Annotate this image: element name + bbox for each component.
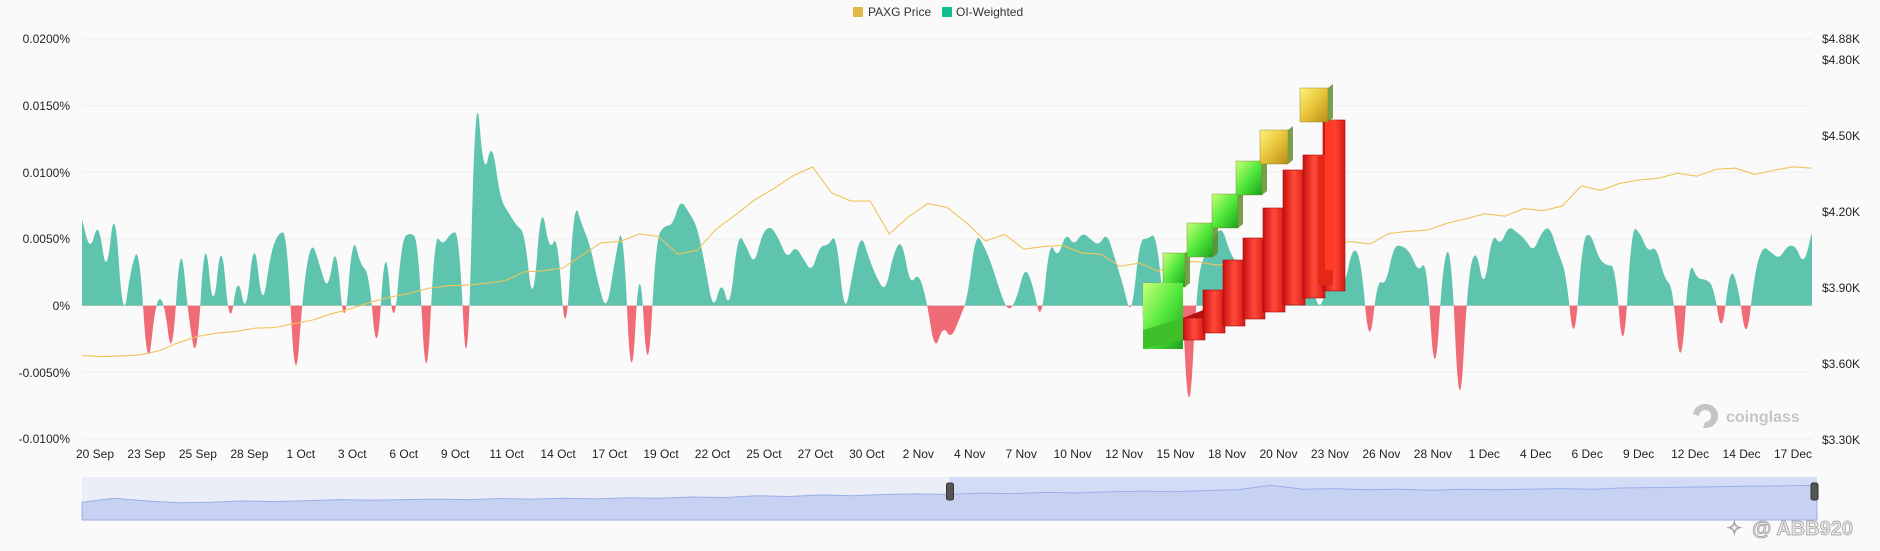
watermark-brand: coinglass (1726, 409, 1800, 426)
x-tick-label: 20 Nov (1259, 447, 1297, 461)
left-tick-label: 0.0150% (23, 99, 71, 113)
legend[interactable]: PAXG Price OI-Weighted (853, 5, 1023, 19)
stair-bar-side (1288, 126, 1293, 164)
x-tick-label: 22 Oct (695, 447, 731, 461)
navigator-left-handle[interactable] (946, 482, 954, 501)
stair-bar-side (1328, 84, 1333, 122)
x-tick-label: 6 Oct (389, 447, 418, 461)
stair-bar-top (1162, 252, 1186, 288)
right-tick-label: $4.80K (1822, 53, 1860, 67)
right-axis: $4.88K $4.80K $4.50K $4.20K $3.90K $3.60… (1822, 32, 1860, 447)
funding-area-positive (82, 112, 1812, 306)
legend-label-paxg-price[interactable]: PAXG Price (868, 5, 931, 19)
watermark-diamond-icon: ✧ (1726, 518, 1743, 540)
left-tick-label: -0.0050% (19, 366, 71, 380)
x-tick-label: 14 Oct (540, 447, 576, 461)
stair-bar-side (1262, 157, 1267, 195)
stair-bar-top (1186, 222, 1214, 258)
right-tick-label: $3.90K (1822, 281, 1860, 295)
paxg-price-line (81, 166, 1813, 358)
right-tick-label: $3.30K (1822, 433, 1860, 447)
series-layer (81, 112, 1813, 398)
coinglass-logo-icon (1693, 403, 1718, 428)
stair-red-column (1282, 169, 1306, 306)
x-tick-label: 28 Nov (1414, 447, 1452, 461)
x-tick-label: 25 Sep (179, 447, 217, 461)
x-tick-label: 4 Nov (954, 447, 985, 461)
x-tick-label: 7 Nov (1006, 447, 1037, 461)
x-tick-label: 12 Dec (1671, 447, 1709, 461)
stair-red-column (1325, 120, 1335, 270)
x-tick-label: 1 Oct (286, 447, 315, 461)
right-tick-label: $4.20K (1822, 205, 1860, 219)
x-tick-label: 9 Dec (1623, 447, 1654, 461)
stair-red-column (1202, 289, 1226, 334)
legend-label-oi-weighted[interactable]: OI-Weighted (956, 5, 1023, 19)
coinglass-watermark: coinglass (1693, 403, 1800, 428)
stair-red-column (1222, 259, 1246, 327)
x-tick-label: 23 Sep (127, 447, 165, 461)
navigator-right-handle[interactable] (1810, 482, 1819, 501)
x-tick-label: 17 Oct (592, 447, 628, 461)
stair-bar-side (1238, 190, 1243, 228)
x-tick-label: 14 Dec (1723, 447, 1761, 461)
x-tick-label: 2 Nov (903, 447, 934, 461)
stair-red-column (1182, 317, 1206, 341)
watermark-handle: @ ABB920 (1752, 518, 1853, 540)
stair-bar-base-side (1143, 318, 1183, 349)
decorative-3d-bars-graphic (1142, 84, 1346, 349)
x-tick-label: 3 Oct (338, 447, 367, 461)
x-tick-label: 9 Oct (441, 447, 470, 461)
navigator-area (81, 484, 1818, 521)
x-tick-label: 17 Dec (1774, 447, 1812, 461)
x-tick-label: 15 Nov (1157, 447, 1195, 461)
x-tick-label: 30 Oct (849, 447, 885, 461)
stair-bar-top (1235, 160, 1263, 196)
stair-red-column (1242, 237, 1266, 320)
handle-watermark: ✧ @ ABB920 (1726, 518, 1854, 541)
stair-bar-top (1211, 193, 1239, 229)
stair-bar-side (1213, 219, 1218, 257)
legend-swatch-oi-weighted (942, 7, 952, 17)
x-axis: 20 Sep 23 Sep 25 Sep 28 Sep 1 Oct 3 Oct 6 Oct 9… (76, 447, 1812, 461)
stair-bar-side (1185, 249, 1190, 287)
right-tick-label: $4.50K (1822, 129, 1860, 143)
x-tick-label: 6 Dec (1572, 447, 1603, 461)
left-tick-label: 0.0200% (23, 32, 71, 46)
legend-swatch-paxg-price (853, 7, 863, 17)
right-tick-label: $4.88K (1822, 32, 1860, 46)
x-tick-label: 10 Nov (1054, 447, 1092, 461)
x-tick-label: 23 Nov (1311, 447, 1349, 461)
left-tick-label: 0.0050% (23, 232, 71, 246)
funding-area-negative (82, 305, 1812, 398)
x-tick-label: 25 Oct (746, 447, 782, 461)
x-tick-label: 20 Sep (76, 447, 114, 461)
left-tick-label: 0% (53, 299, 71, 313)
x-tick-label: 18 Nov (1208, 447, 1246, 461)
x-tick-label: 26 Nov (1362, 447, 1400, 461)
left-tick-label: -0.0100% (19, 432, 71, 446)
x-tick-label: 11 Oct (489, 447, 524, 461)
x-tick-label: 1 Dec (1469, 447, 1500, 461)
left-axis: 0.0200% 0.0150% 0.0100% 0.0050% 0% -0.00… (19, 32, 71, 446)
stair-bar-top (1259, 129, 1289, 165)
range-navigator[interactable] (81, 477, 1819, 521)
x-tick-label: 19 Oct (643, 447, 679, 461)
x-tick-label: 4 Dec (1520, 447, 1551, 461)
stair-bar-top (1299, 87, 1329, 123)
stair-red-column (1262, 207, 1286, 313)
x-tick-label: 27 Oct (798, 447, 834, 461)
left-tick-label: 0.0100% (23, 166, 71, 180)
x-tick-label: 28 Sep (230, 447, 268, 461)
right-tick-label: $3.60K (1822, 357, 1860, 371)
x-tick-label: 12 Nov (1105, 447, 1143, 461)
